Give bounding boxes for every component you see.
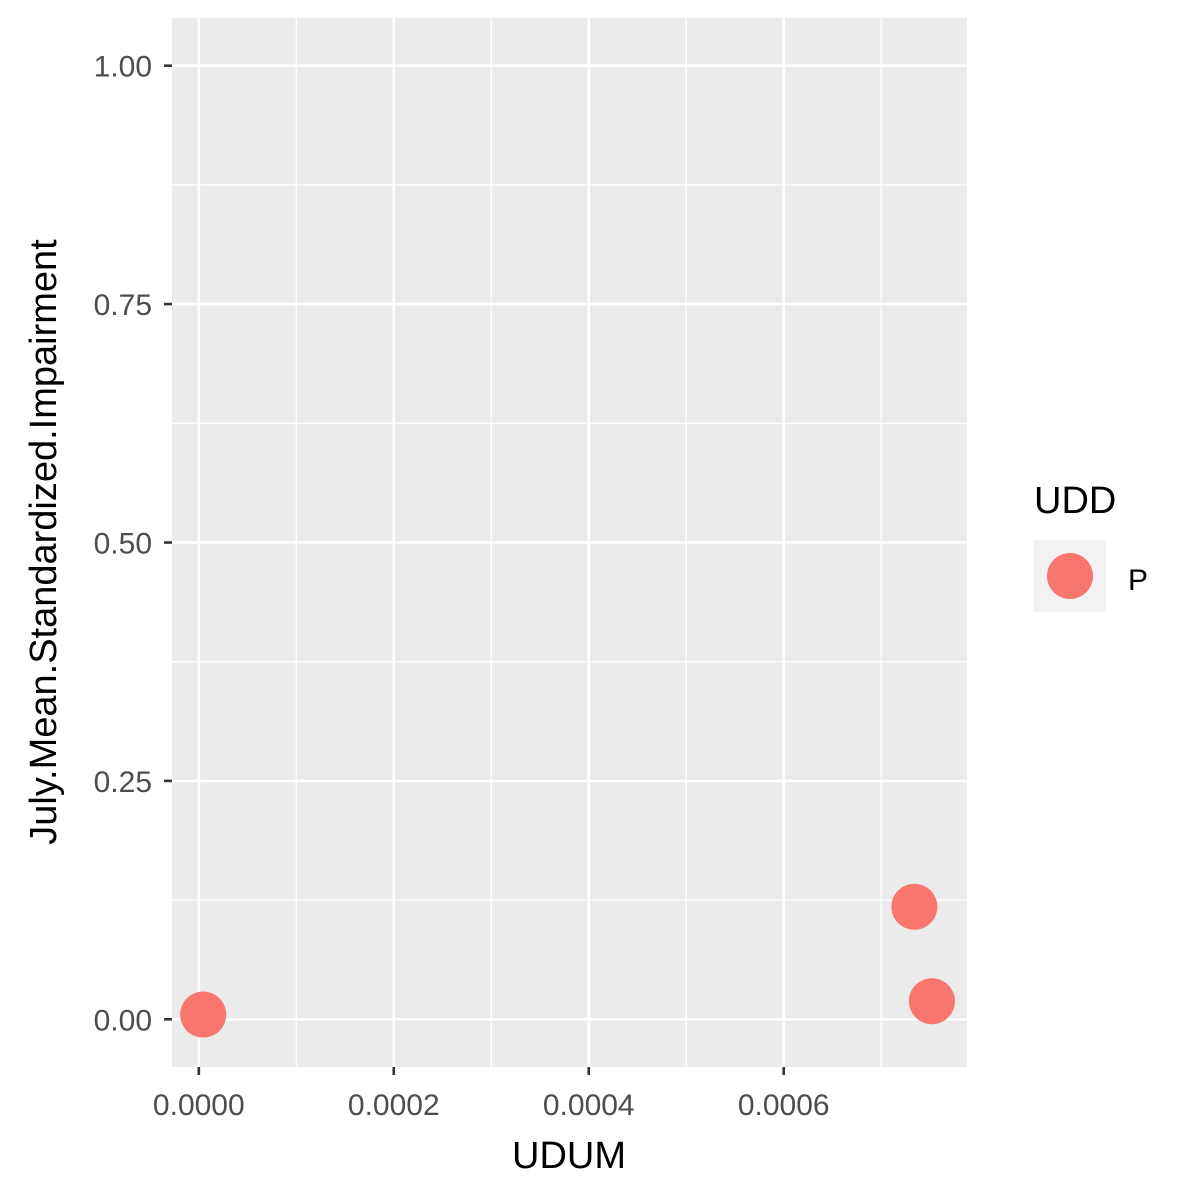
data-point — [908, 978, 955, 1025]
y-tick-label: 0.50 — [94, 528, 152, 561]
y-tick-label: 0.75 — [94, 289, 152, 322]
data-point — [891, 883, 938, 930]
y-tick-label: 1.00 — [94, 51, 152, 84]
x-tick-label: 0.0004 — [543, 1089, 635, 1122]
y-axis: 0.00 0.25 0.50 0.75 1.00 — [94, 51, 172, 1037]
major-gridlines — [172, 18, 967, 1067]
legend-label-p: P — [1128, 564, 1148, 597]
x-axis-title: UDUM — [512, 1135, 626, 1177]
legend-title: UDD — [1034, 480, 1116, 522]
y-tick-label: 0.25 — [94, 766, 152, 799]
x-tick-label: 0.0002 — [348, 1089, 440, 1122]
legend-key-point — [1047, 553, 1093, 599]
x-tick-label: 0.0006 — [738, 1089, 830, 1122]
data-points — [180, 883, 955, 1038]
x-tick-label: 0.0000 — [153, 1089, 245, 1122]
legend: UDD P — [1034, 480, 1148, 612]
data-point — [180, 991, 227, 1038]
y-axis-title: July.Mean.Standardized.Impairment — [23, 239, 65, 845]
x-axis: 0.0000 0.0002 0.0004 0.0006 — [153, 1067, 830, 1122]
y-tick-label: 0.00 — [94, 1004, 152, 1037]
